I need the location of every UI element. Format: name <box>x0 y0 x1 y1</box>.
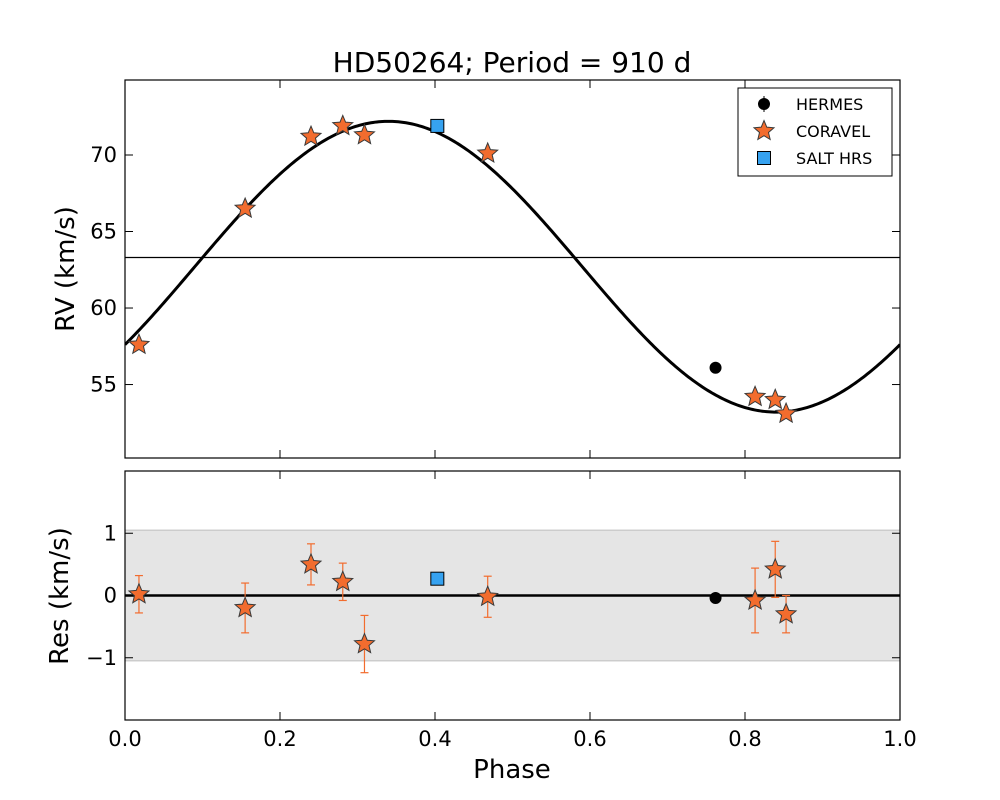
x-tick-label: 0.0 <box>108 727 141 751</box>
coravel-residual-point <box>353 632 376 654</box>
x-tick-label: 1.0 <box>883 727 916 751</box>
residual-y-tick-label: 0 <box>104 584 117 608</box>
hermes-residual-point <box>709 591 722 604</box>
residual-y-tick-label: 1 <box>104 521 117 545</box>
rv-y-tick-label: 70 <box>90 143 117 167</box>
x-tick-label: 0.6 <box>573 727 606 751</box>
coravel-residual-point <box>764 557 787 579</box>
rv-panel-frame <box>124 79 901 459</box>
coravel-rv-point <box>299 124 323 147</box>
residual-panel: 0.0 0.2 0.4 0.6 0.8 1.0 1 0 −1 Res (km/s) <box>45 470 917 751</box>
rv-y-tick-label: 55 <box>90 373 117 397</box>
rv-y-tick-label: 60 <box>90 296 117 320</box>
coravel-residual-point <box>331 569 354 592</box>
residual-y-axis-label: Res (km/s) <box>45 527 75 665</box>
coravel-rv-point <box>476 141 499 164</box>
legend-label-hermes: HERMES <box>796 95 863 114</box>
coravel-rv-point <box>233 196 257 219</box>
x-tick-label: 0.8 <box>728 727 761 751</box>
coravel-rv-point <box>353 123 376 145</box>
orbit-model-curve <box>125 119 900 414</box>
legend-item-coravel: CORAVEL <box>752 119 870 141</box>
x-tick-label: 0.4 <box>418 727 451 751</box>
salt-hrs-residual-point <box>430 571 445 586</box>
legend-marker-hermes <box>758 98 770 110</box>
coravel-residual-point <box>743 588 767 611</box>
legend-item-salt-hrs: SALT HRS <box>757 149 872 168</box>
coravel-residual-point <box>299 552 323 574</box>
residual-y-tick-label: −1 <box>86 646 117 670</box>
legend-marker-coravel <box>752 119 776 141</box>
rv-y-tick-label: 65 <box>90 220 117 244</box>
legend-label-coravel: CORAVEL <box>796 122 870 141</box>
legend: HERMES CORAVEL SALT HRS <box>737 87 893 177</box>
x-tick-label: 0.2 <box>263 727 296 751</box>
rv-panel: 55 60 65 70 RV (km/s) HERMES CORAVEL SALT HRS <box>51 79 901 459</box>
legend-marker-salt-hrs <box>757 151 771 165</box>
coravel-rv-point <box>764 388 787 410</box>
legend-label-salt-hrs: SALT HRS <box>796 149 872 168</box>
coravel-rv-point <box>774 401 798 424</box>
coravel-residual-point <box>774 602 798 624</box>
coravel-rv-point <box>127 332 151 355</box>
hermes-rv-point <box>709 361 722 374</box>
legend-item-hermes: HERMES <box>758 95 863 114</box>
coravel-residual-point <box>127 582 151 604</box>
coravel-rv-point <box>331 114 354 136</box>
x-axis-label: Phase <box>473 755 551 785</box>
coravel-residual-point <box>476 584 499 607</box>
coravel-residual-point <box>233 596 257 618</box>
chart-title: HD50264; Period = 910 d <box>333 46 692 79</box>
salt-hrs-rv-point <box>430 118 445 133</box>
coravel-rv-point <box>743 384 767 407</box>
rv-y-axis-label: RV (km/s) <box>51 206 81 332</box>
